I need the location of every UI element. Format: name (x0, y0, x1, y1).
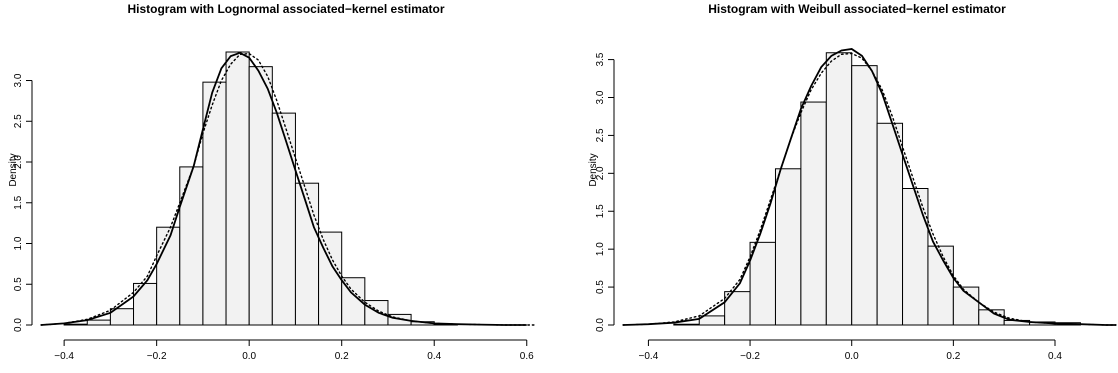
histogram-bar (749, 241, 776, 326)
y-tick-label: 3.5 (595, 52, 606, 66)
x-tick-label: 0.4 (427, 351, 441, 362)
y-tick-label: 0.0 (595, 318, 606, 332)
y-tick-label: 1.0 (595, 242, 606, 256)
histogram-bar (86, 319, 111, 326)
x-axis: −0.4 −0.2 0.0 0.2 0.4 0.6 (54, 339, 534, 362)
y-tick-label: 1.5 (595, 204, 606, 218)
y-axis: 0.0 0.5 1.0 1.5 2.0 2.5 3.0 3.5 (595, 52, 615, 332)
y-tick-label: 2.5 (13, 114, 24, 128)
x-tick-label: −0.4 (54, 351, 74, 362)
y-tick-label: 2.0 (595, 166, 606, 180)
panel-lognormal: Histogram with Lognormal associated−kern… (8, 2, 537, 362)
y-axis-label: Density (8, 153, 19, 186)
histogram-bar (133, 282, 158, 326)
density-curve-solid (40, 51, 527, 326)
chart-title: Histogram with Lognormal associated−kern… (127, 2, 444, 16)
histogram-bar (364, 300, 389, 326)
x-axis: −0.4 −0.2 0.0 0.2 0.4 (639, 339, 1062, 362)
y-tick-label: 2.0 (13, 155, 24, 169)
x-tick-label: 0.2 (946, 351, 960, 362)
histogram-bar (179, 166, 204, 326)
histogram-bar (851, 65, 878, 326)
x-tick-label: −0.4 (639, 351, 659, 362)
y-tick-label: 3.0 (595, 90, 606, 104)
density-curve-dotted (40, 52, 537, 326)
y-tick-label: 0.0 (13, 318, 24, 332)
density-curve-solid (622, 48, 1116, 326)
histogram-bar (876, 122, 904, 326)
x-tick-label: −0.2 (147, 351, 167, 362)
x-tick-label: 0.6 (520, 351, 534, 362)
y-tick-label: 3.0 (13, 73, 24, 87)
y-tick-label: 0.5 (595, 280, 606, 294)
histogram-bar (673, 323, 700, 326)
histogram-bar (825, 52, 853, 326)
y-axis-label: Density (588, 153, 599, 186)
x-tick-label: 0.2 (335, 351, 349, 362)
histogram-bar (927, 245, 954, 326)
x-tick-label: 0.0 (845, 351, 859, 362)
histogram-bar (225, 51, 250, 326)
chart-title: Histogram with Weibull associated−kernel… (708, 2, 1006, 16)
y-tick-label: 1.0 (13, 236, 24, 250)
y-tick-label: 0.5 (13, 277, 24, 291)
y-tick-label: 2.5 (595, 128, 606, 142)
x-tick-label: −0.2 (740, 351, 760, 362)
histogram-bars (673, 52, 1081, 326)
histogram-bar (774, 168, 802, 326)
histogram-bar (63, 323, 88, 326)
histogram-bar (271, 112, 296, 326)
y-axis: 0.0 0.5 1.0 1.5 2.0 2.5 3.0 (13, 73, 33, 332)
histogram-bars (63, 51, 458, 326)
density-curve-dotted (622, 52, 1117, 326)
histogram-bar (800, 101, 827, 326)
panel-weibull: Histogram with Weibull associated−kernel… (588, 2, 1117, 362)
y-tick-label: 1.5 (13, 195, 24, 209)
x-tick-label: 0.0 (242, 351, 256, 362)
x-tick-label: 0.4 (1048, 351, 1062, 362)
histogram-bar (248, 66, 273, 326)
